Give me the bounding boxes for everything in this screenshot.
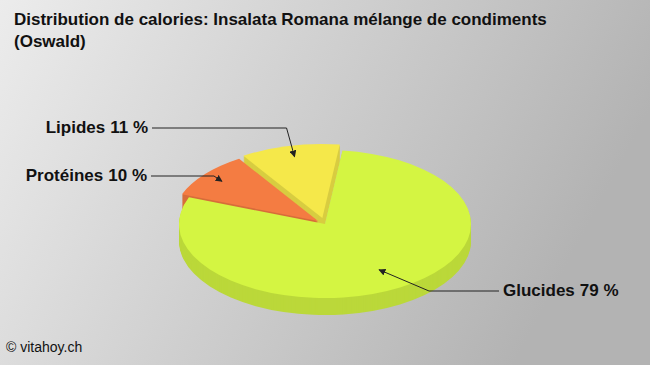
background bbox=[0, 0, 650, 365]
label-category: Glucides bbox=[503, 281, 575, 300]
data-label: Lipides11 % bbox=[46, 118, 148, 137]
title: Distribution de calories: Insalata Roman… bbox=[14, 10, 547, 51]
label-value: 10 % bbox=[108, 166, 147, 185]
slice-group bbox=[243, 144, 339, 218]
leader-line bbox=[152, 128, 295, 157]
slice bbox=[243, 144, 339, 218]
data-label: Protéines 10 % bbox=[26, 166, 147, 185]
chart: Distribution de calories: Insalata Roman… bbox=[0, 0, 650, 365]
leader-line bbox=[151, 176, 222, 181]
source: © vitahoy.ch bbox=[6, 339, 82, 355]
leader-line bbox=[379, 270, 499, 291]
plot-area bbox=[179, 144, 471, 315]
label-value: 11 % bbox=[110, 118, 148, 137]
labels: Glucides 79 % Protéines 10 % Lipides11 % bbox=[26, 118, 619, 300]
label-value: 79 % bbox=[580, 281, 619, 300]
label-category: Protéines bbox=[26, 166, 103, 185]
data-label: Glucides 79 % bbox=[503, 281, 619, 300]
label-category: Lipides bbox=[46, 118, 106, 137]
